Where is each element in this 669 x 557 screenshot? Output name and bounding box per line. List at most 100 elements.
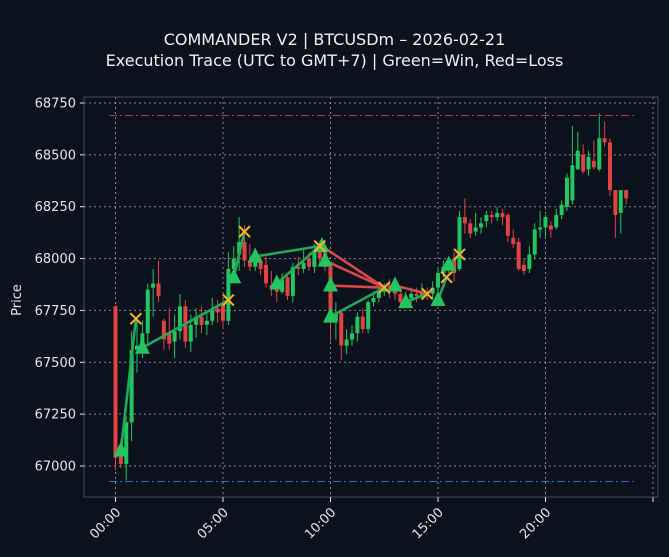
candle-body [543,217,548,228]
candle-body [151,283,156,288]
candle-body [468,223,473,234]
y-tick-label: 68750 [35,97,76,112]
candle-body [398,293,403,303]
candle-body [253,260,258,267]
entry-triangle-icon [441,255,457,271]
candle-body [575,150,580,170]
candle-body [156,283,161,296]
candle-body [350,333,354,340]
candle-body [457,217,462,269]
candle-body [376,291,381,298]
x-tick-label: 15:00 [410,505,447,542]
candle-body [237,241,242,255]
candle-body [554,215,559,228]
candle-body [586,156,591,170]
candle-body [290,266,295,296]
candle-body [538,227,543,230]
candle-body [484,215,489,222]
exit-x-icon [378,281,391,294]
win-trade-line [275,244,322,285]
entry-triangle-icon [113,441,129,457]
candle-body [436,273,440,288]
candle-body [608,142,612,191]
x-tick-label: 10:00 [302,505,339,542]
exit-x-icon [313,239,326,253]
y-tick-label: 68250 [35,200,76,215]
entry-triangle-icon [398,293,414,309]
y-tick-label: 67000 [35,460,76,475]
candle-body [167,333,172,344]
exit-x-icon [129,312,143,325]
candle-body [414,293,419,296]
y-tick-label: 67250 [35,408,76,423]
entry-triangle-icon [387,276,403,292]
exit-x-icon [440,271,453,284]
entry-triangle-icon [323,307,338,323]
x-tick-label: 00:00 [87,505,124,542]
candle-body [317,248,322,259]
trade-lines [119,230,461,452]
candle-body [199,316,204,325]
candle-body [285,277,290,296]
y-tick-label: 67750 [35,304,76,319]
candle-body [129,349,134,423]
candle-body [242,241,247,261]
candle-body [366,302,371,330]
candle-body [344,339,349,346]
candle-body [489,215,494,218]
loss-trade-line [320,244,386,289]
candle-body [495,212,500,218]
candle-body [140,333,145,344]
trade-markers [113,225,466,457]
candle-body [559,204,564,216]
entry-triangle-icon [323,276,338,292]
candle-body [505,215,510,236]
loss-trade-line [393,284,429,296]
candle-body [532,229,537,255]
candle-body [613,190,618,216]
candle-body [258,260,263,269]
plot-frame [83,96,659,498]
candle-body [624,190,629,199]
loss-trade-line [329,284,386,289]
candle-body [581,154,586,172]
candle-body [565,177,569,207]
candle-body [215,308,220,313]
candle-body [312,250,317,267]
candle-body [597,138,602,170]
candle-body [618,190,623,213]
candle-body [360,316,365,330]
win-trade-line [119,317,138,452]
chart-title-line-2: Execution Trace (UTC to GMT+7) | Green=W… [105,51,564,70]
win-trade-line [141,298,230,350]
entry-triangle-icon [247,247,263,263]
candle-body [419,291,424,296]
candle-body [462,217,467,224]
candle-body [355,316,360,334]
win-trade-line [253,244,322,258]
candle-body [591,161,596,168]
candle-body [221,302,225,321]
exit-x-icon [421,287,434,301]
candle-body [188,324,193,342]
candle-body [570,165,575,201]
x-tick-label: 05:00 [195,505,232,542]
candle-body [301,262,306,269]
y-axis: 67000 67250 67500 67750 68000 68250 68500 68750 [35,97,84,475]
candle-body [307,258,311,267]
candle-body [231,258,236,269]
y-tick-label: 67500 [35,356,76,371]
candle-body [178,306,182,332]
candle-body [328,266,333,321]
win-trade-line [329,286,386,318]
entry-triangle-icon [269,274,285,290]
y-axis-label: Price [10,284,25,316]
candle-body [527,254,532,269]
win-trade-line [232,230,246,279]
chart-title-line-1: COMMANDER V2 | BTCUSDm – 2026-02-21 [163,30,506,49]
candle-body [473,227,478,232]
y-tick-label: 68000 [35,252,76,267]
x-axis: 00:00 05:00 10:00 15:00 20:00 [87,497,654,542]
candle-body [548,225,553,230]
